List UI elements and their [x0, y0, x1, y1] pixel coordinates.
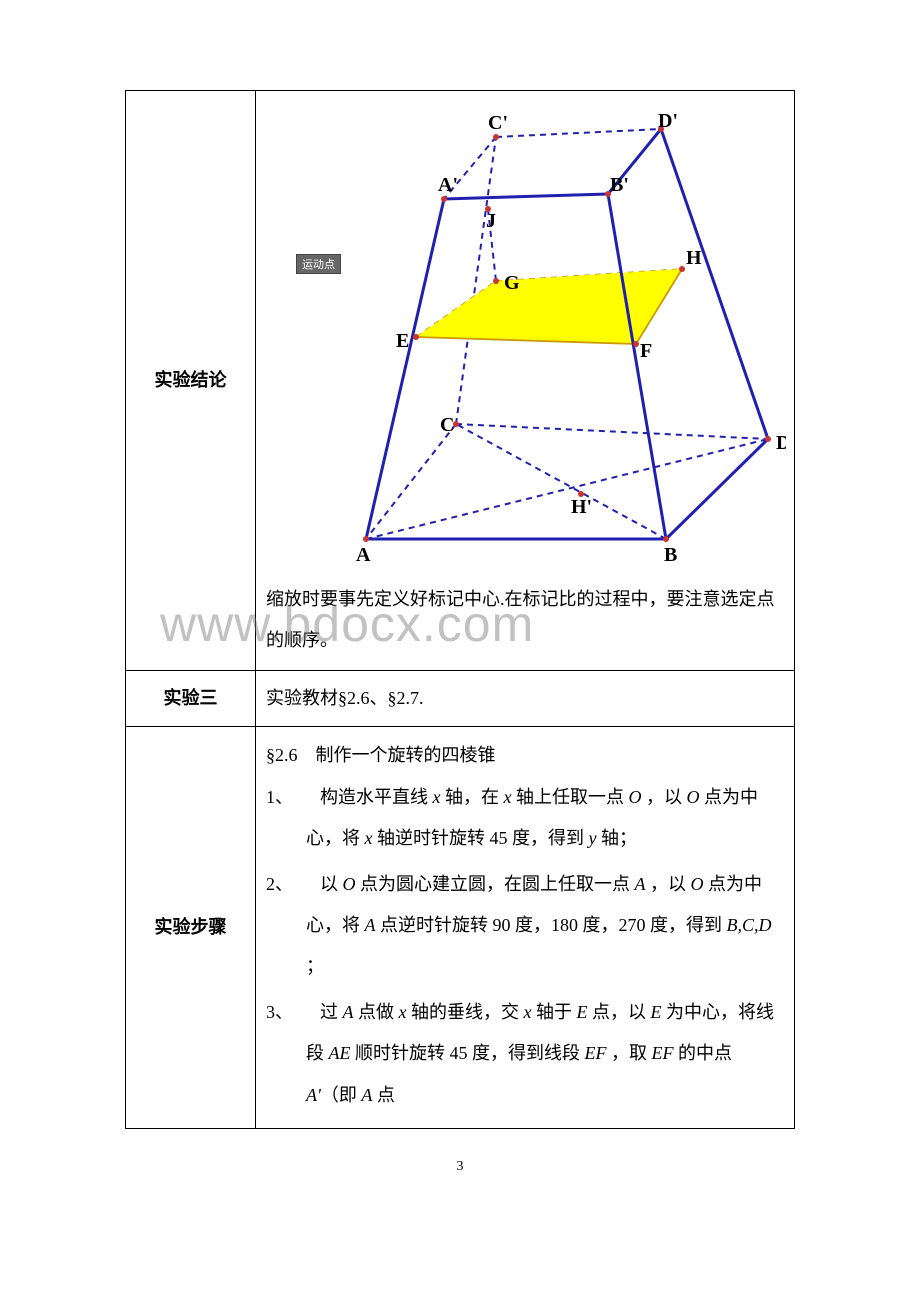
row-steps: 实验步骤 §2.6 制作一个旋转的四棱锥 1、 构造水平直线 x 轴，在 x 轴…	[126, 727, 795, 1129]
label-A: A	[356, 544, 371, 566]
content-table: 实验结论 运动点	[125, 90, 795, 1129]
exp3-content: 实验教材§2.6、§2.7.	[266, 688, 424, 708]
step-item: 1、 构造水平直线 x 轴，在 x 轴上任取一点 O ，以 O 点为中心，将 x…	[266, 777, 784, 860]
page-number: 3	[125, 1159, 795, 1175]
label-C: C	[440, 414, 454, 436]
label-Dp: D'	[658, 110, 678, 132]
cell-steps: §2.6 制作一个旋转的四棱锥 1、 构造水平直线 x 轴，在 x 轴上任取一点…	[256, 727, 795, 1129]
label-steps: 实验步骤	[126, 727, 256, 1129]
label-J: J	[486, 210, 496, 232]
label-exp3: 实验三	[126, 670, 256, 727]
step-item: 2、 以 O 点为圆心建立圆，在圆上任取一点 A ，以 O 点为中心，将 A 点…	[266, 864, 784, 988]
row-exp3: 实验三 实验教材§2.6、§2.7.	[126, 670, 795, 727]
label-Bp: B'	[610, 174, 629, 196]
label-D: D	[776, 432, 786, 454]
move-point-button[interactable]: 运动点	[296, 254, 341, 274]
label-conclusion: 实验结论	[126, 91, 256, 671]
cell-exp3: 实验教材§2.6、§2.7.	[256, 670, 795, 727]
label-H-top: H	[686, 247, 702, 269]
label-G: G	[504, 272, 520, 294]
step-item: 3、 过 A 点做 x 轴的垂线，交 x 轴于 E 点，以 E 为中心，将线段 …	[266, 992, 784, 1116]
label-H-bot: H'	[571, 496, 592, 518]
label-E: E	[396, 330, 409, 352]
steps-list: 1、 构造水平直线 x 轴，在 x 轴上任取一点 O ，以 O 点为中心，将 x…	[266, 777, 784, 1116]
label-B: B	[664, 544, 677, 566]
cell-conclusion: 运动点	[256, 91, 795, 671]
steps-section-title: §2.6 制作一个旋转的四棱锥	[266, 735, 784, 776]
label-F: F	[640, 340, 652, 362]
row-conclusion: 实验结论 运动点	[126, 91, 795, 671]
conclusion-text: 缩放时要事先定义好标记中心.在标记比的过程中，要注意选定点的顺序。	[266, 579, 784, 662]
label-Ap: A'	[438, 174, 458, 196]
frustum-figure: A B C D A' B' C' D' E F G H J	[266, 99, 786, 569]
label-Cp: C'	[488, 112, 508, 134]
figure-container: 运动点	[266, 99, 784, 579]
